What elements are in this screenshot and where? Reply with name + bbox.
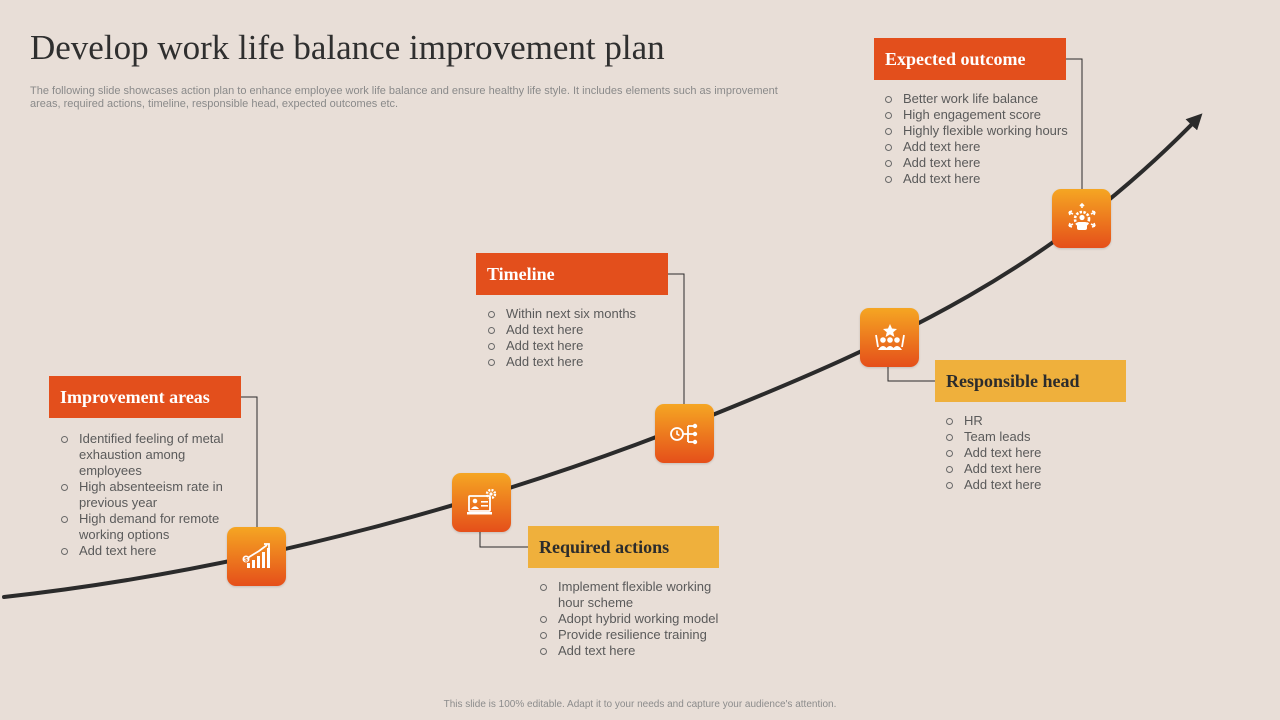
page-title: Develop work life balance improvement pl… xyxy=(30,28,665,67)
list-item: Add text here xyxy=(60,543,232,559)
required-actions-list: Implement flexible working hour scheme A… xyxy=(539,579,729,659)
connector-timeline xyxy=(668,273,685,408)
list-item: High engagement score xyxy=(884,107,1084,123)
required-actions-tile xyxy=(452,473,511,532)
timeline-tile xyxy=(655,404,714,463)
timeline-label: Timeline xyxy=(476,253,668,295)
list-item: Better work life balance xyxy=(884,91,1084,107)
list-item: Highly flexible working hours xyxy=(884,123,1084,139)
team-leader-icon xyxy=(874,323,905,350)
footer-note: This slide is 100% editable. Adapt it to… xyxy=(443,699,837,710)
list-item: Add text here xyxy=(945,477,1125,493)
list-item: Adopt hybrid working model xyxy=(539,611,729,627)
list-item: Add text here xyxy=(884,155,1084,171)
computer-settings-icon xyxy=(466,488,496,514)
list-item: Add text here xyxy=(884,139,1084,155)
list-item: HR xyxy=(945,413,1125,429)
list-item: Add text here xyxy=(539,643,729,659)
responsible-head-tile xyxy=(860,308,919,367)
improvement-areas-label: Improvement areas xyxy=(49,376,241,418)
expected-outcome-tile xyxy=(1052,189,1111,248)
clock-timeline-icon xyxy=(669,423,697,444)
page-description: The following slide showcases action pla… xyxy=(30,85,778,110)
list-item: High demand for remote working options xyxy=(60,511,232,543)
list-item: Add text here xyxy=(487,354,667,370)
list-item: Identified feeling of metal exhaustion a… xyxy=(60,431,232,479)
expected-outcome-label: Expected outcome xyxy=(874,38,1066,80)
connector-improvement-areas xyxy=(241,396,258,530)
list-item: Team leads xyxy=(945,429,1125,445)
list-item: Implement flexible working hour scheme xyxy=(539,579,729,611)
connector-required-actions xyxy=(479,530,528,548)
list-item: Add text here xyxy=(945,461,1125,477)
list-item: Provide resilience training xyxy=(539,627,729,643)
svg-text:$: $ xyxy=(244,557,248,563)
growth-chart-icon: $ xyxy=(242,542,270,568)
responsible-head-label: Responsible head xyxy=(935,360,1126,402)
improvement-areas-tile: $ xyxy=(227,527,286,586)
list-item: Add text here xyxy=(884,171,1084,187)
list-item: Add text here xyxy=(487,322,667,338)
required-actions-label: Required actions xyxy=(528,526,719,568)
connector-expected-outcome xyxy=(1066,58,1083,193)
timeline-list: Within next six months Add text here Add… xyxy=(487,306,667,370)
list-item: Within next six months xyxy=(487,306,667,322)
expected-outcome-list: Better work life balance High engagement… xyxy=(884,91,1084,187)
person-gear-icon xyxy=(1067,202,1096,230)
connector-responsible-head xyxy=(887,364,935,382)
list-item: High absenteeism rate in previous year xyxy=(60,479,232,511)
responsible-head-list: HR Team leads Add text here Add text her… xyxy=(945,413,1125,493)
improvement-areas-list: Identified feeling of metal exhaustion a… xyxy=(60,431,232,559)
list-item: Add text here xyxy=(945,445,1125,461)
list-item: Add text here xyxy=(487,338,667,354)
